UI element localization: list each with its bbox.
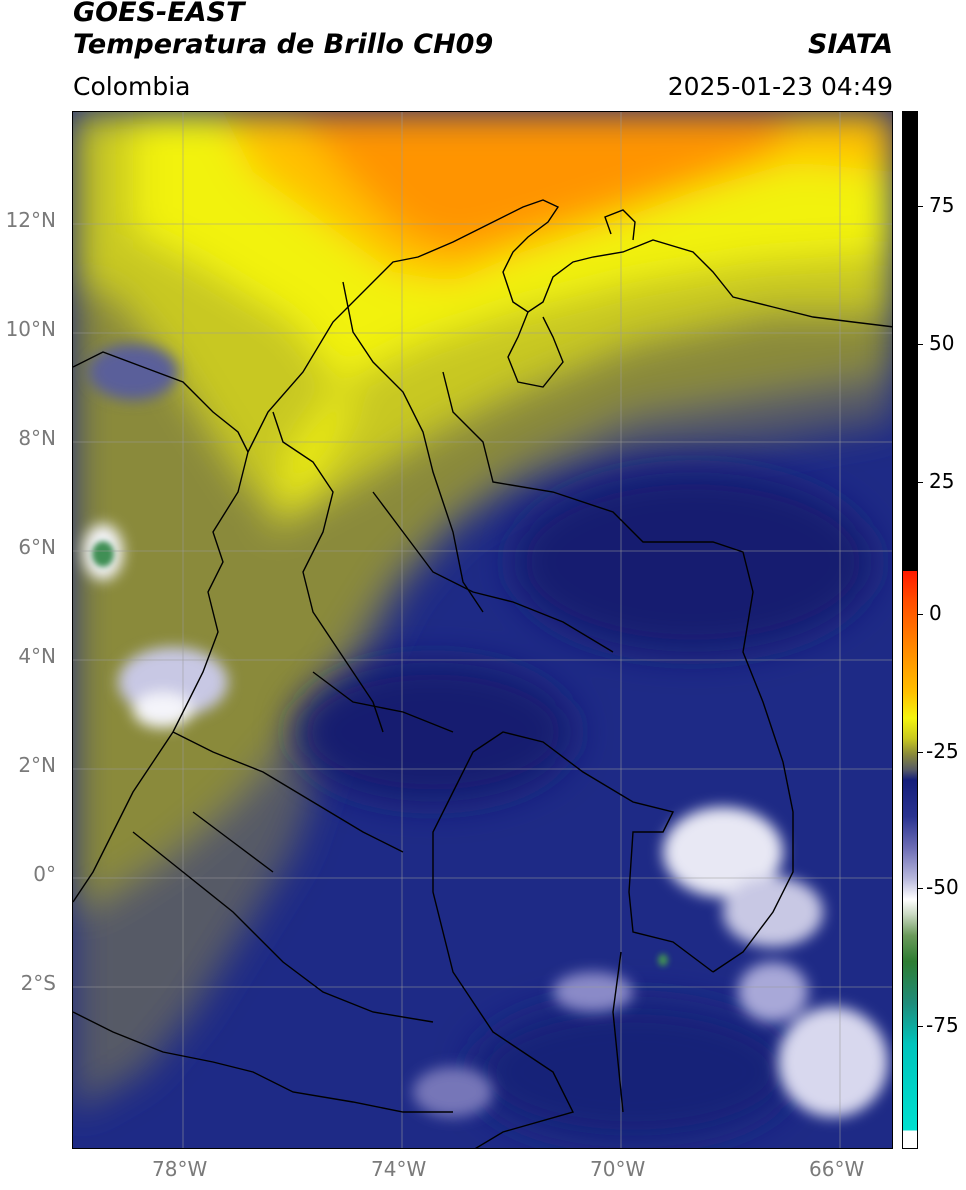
satellite-title: GOES-EAST: [73, 0, 245, 28]
colorbar-tick-label: 25: [929, 469, 955, 493]
lat-tick-label: 0°: [33, 862, 56, 886]
brightness-temperature-map: [73, 112, 892, 1148]
map-panel: [72, 111, 893, 1149]
colorbar-gradient: [903, 112, 917, 1148]
lat-tick-label: 6°N: [18, 535, 56, 559]
lat-tick-label: 4°N: [18, 644, 56, 668]
colorbar-tick-label: 50: [929, 331, 955, 355]
lon-tick-label: 78°W: [152, 1157, 208, 1181]
lon-tick-label: 74°W: [371, 1157, 427, 1181]
lon-tick-label: 70°W: [590, 1157, 646, 1181]
product-title: Temperatura de Brillo CH09: [73, 29, 494, 60]
lat-tick-label: 8°N: [18, 426, 56, 450]
lon-tick-label: 66°W: [809, 1157, 865, 1181]
colorbar-tick-label: -50: [926, 875, 959, 899]
lat-tick-label: 2°N: [18, 753, 56, 777]
lat-tick-label: 10°N: [5, 317, 56, 341]
region-label: Colombia: [73, 72, 191, 101]
agency-label: SIATA: [807, 29, 893, 60]
country-borders: [73, 199, 892, 1148]
temperature-colorbar: [902, 111, 918, 1149]
lat-tick-label: 12°N: [5, 208, 56, 232]
colorbar-tick-label: -25: [926, 739, 959, 763]
colorbar-tick-label: 75: [929, 193, 955, 217]
colorbar-tick-label: -75: [926, 1013, 959, 1037]
timestamp-label: 2025-01-23 04:49: [667, 72, 893, 101]
lat-tick-label: 2°S: [20, 971, 56, 995]
colorbar-tick-label: 0: [929, 601, 942, 625]
